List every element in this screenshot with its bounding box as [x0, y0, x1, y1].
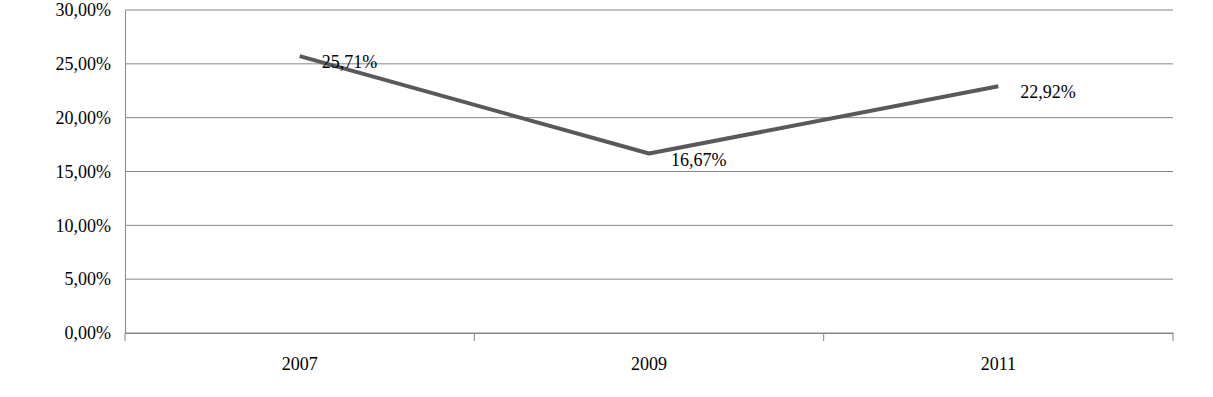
x-tick: 2011: [981, 333, 1016, 374]
category-divider: [823, 333, 824, 341]
y-axis-line: [125, 11, 126, 334]
marks: [300, 56, 999, 153]
x-tick-label: 2011: [981, 354, 1016, 374]
category-divider: [125, 333, 126, 341]
x-tick-label: 2007: [282, 354, 318, 374]
grid-line: [125, 117, 1173, 118]
y-tick: 10,00%: [56, 216, 126, 236]
chart: 0,00% 5,00% 10,00% 15,00% 20,00% 25,00% 30,00%…: [0, 0, 1213, 397]
grid-line: [125, 225, 1173, 226]
grid-line: [125, 63, 1173, 64]
y-tick: 25,00%: [56, 54, 126, 74]
y-tick: 30,00%: [56, 0, 126, 20]
data-label: 16,67%: [671, 150, 727, 170]
y-tick-label: 15,00%: [56, 162, 112, 182]
data-label: 25,71%: [322, 52, 378, 72]
y-tick: 5,00%: [65, 269, 126, 289]
y-tick: 20,00%: [56, 108, 126, 128]
y-tick-label: 20,00%: [56, 108, 112, 128]
y-tick-label: 25,00%: [56, 54, 112, 74]
y-tick-label: 0,00%: [65, 323, 112, 343]
y-axis: 0,00% 5,00% 10,00% 15,00% 20,00% 25,00% 30,00%: [56, 0, 126, 343]
category-divider: [1173, 333, 1174, 341]
x-axis: 2007 2009 2011: [125, 333, 1174, 374]
x-tick: 2007: [282, 333, 318, 374]
data-labels: 25,71% 16,67% 22,92%: [322, 52, 1076, 169]
grid-line: [125, 171, 1173, 172]
grid-line: [125, 333, 1173, 334]
y-tick-label: 5,00%: [65, 269, 112, 289]
y-tick: 15,00%: [56, 162, 126, 182]
y-tick-label: 30,00%: [56, 0, 112, 20]
y-tick-label: 10,00%: [56, 216, 112, 236]
x-tick: 2009: [631, 333, 667, 374]
category-divider: [474, 333, 475, 341]
grid-line: [125, 10, 1173, 11]
plot: 0,00% 5,00% 10,00% 15,00% 20,00% 25,00% 30,00%…: [56, 0, 1174, 374]
data-label: 22,92%: [1020, 82, 1075, 102]
x-axis-line: [126, 333, 1174, 334]
y-tick: 0,00%: [65, 323, 126, 343]
grid: [125, 10, 1173, 333]
category-dividers: [125, 333, 1173, 341]
grid-line: [125, 279, 1173, 280]
data-line: [300, 56, 999, 153]
x-tick-label: 2009: [631, 354, 667, 374]
